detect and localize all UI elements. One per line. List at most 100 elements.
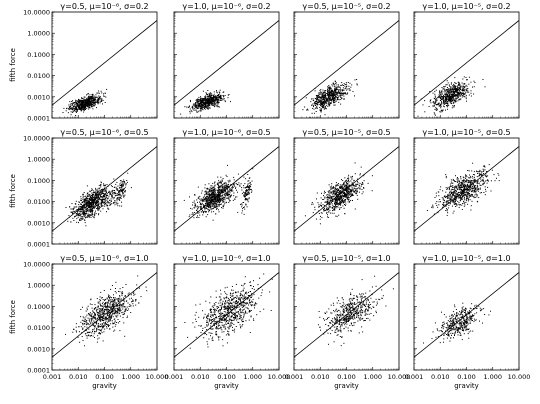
scatter-point [337,86,339,88]
scatter-point [465,96,467,98]
scatter-point [241,212,243,214]
scatter-point [451,86,453,88]
scatter-point [446,102,448,104]
scatter-point [321,96,323,98]
scatter-point [84,104,86,106]
scatter-point [456,88,458,89]
scatter-point [221,195,223,197]
scatter-point [206,103,208,105]
scatter-point [88,96,90,98]
scatter-point [467,91,469,93]
scatter-point [204,108,206,110]
scatter-point [193,103,195,105]
scatter-point [468,94,470,96]
scatter-point [211,211,213,213]
scatter-point [205,98,207,100]
scatter-point [77,108,79,110]
scatter-point [89,203,91,205]
scatter-point [214,97,216,99]
scatter-point [75,102,77,104]
scatter-point [336,86,338,88]
scatter-point [91,94,93,96]
scatter-point [229,194,231,195]
scatter-point [323,103,325,105]
scatter-point [320,109,322,111]
scatter-point [106,204,108,206]
scatter-point [194,202,196,204]
scatter-point [356,84,358,86]
scatter-point [220,94,221,96]
scatter-point [432,105,434,107]
scatter-point [99,194,100,196]
scatter-point [454,88,456,89]
scatter-point [83,96,85,98]
scatter-point [208,105,210,107]
scatter-point [71,101,73,102]
scatter-point [197,110,199,112]
scatter-point [92,108,94,110]
scatter-point [459,98,461,100]
scatter-point [73,211,75,213]
scatter-point [82,105,84,107]
scatter-point [319,100,321,102]
scatter-point [245,191,247,193]
scatter-point [71,208,73,210]
scatter-point [321,105,323,107]
scatter-point [84,106,86,108]
scatter-point [77,105,79,107]
scatter-point [84,96,86,98]
scatter-point [117,188,119,190]
scatter-point [86,208,88,210]
scatter-point [90,197,92,199]
scatter-point [226,188,228,190]
scatter-point [220,181,222,183]
scatter-point [215,203,217,205]
scatter-point [102,103,103,105]
scatter-panel-3: γ=0.5, μ=10⁻⁵, σ=0.2 [293,2,400,119]
scatter-point [349,184,351,186]
scatter-point [195,106,197,108]
scatter-point [448,97,450,99]
scatter-point [216,91,218,93]
scatter-point [314,101,316,103]
scatter-point [83,109,85,111]
scatter-point [331,92,333,94]
scatter-point [452,95,454,97]
scatter-point [221,200,223,202]
scatter-point [213,192,215,194]
scatter-point [104,95,106,97]
scatter-point [206,93,208,95]
scatter-point [206,105,208,107]
scatter-point [346,93,348,95]
scatter-point [343,93,344,95]
scatter-points [180,89,231,115]
scatter-point [445,101,447,103]
scatter-point [199,214,201,216]
y-axis-label: fifth force [9,48,17,82]
y-axis-label: fifth force [9,174,17,208]
scatter-point [210,203,212,205]
scatter-point [246,206,248,208]
scatter-point [247,180,249,182]
scatter-point [198,104,200,106]
scatter-point [323,195,324,197]
scatter-point [84,198,86,200]
scatter-point [103,193,105,194]
scatter-point [91,205,93,207]
scatter-point [205,106,207,108]
scatter-point [91,102,93,104]
scatter-point [80,108,82,110]
scatter-point [429,100,431,102]
scatter-point [465,94,467,96]
scatter-point [93,203,95,205]
scatter-point [428,106,430,107]
scatter-point [448,94,450,96]
scatter-point [88,205,90,207]
scatter-point [74,110,76,112]
scatter-point [336,88,338,90]
scatter-point [99,97,101,99]
scatter-point [81,216,83,218]
scatter-point [106,211,107,213]
scatter-point [328,101,330,103]
scatter-point [457,95,459,97]
